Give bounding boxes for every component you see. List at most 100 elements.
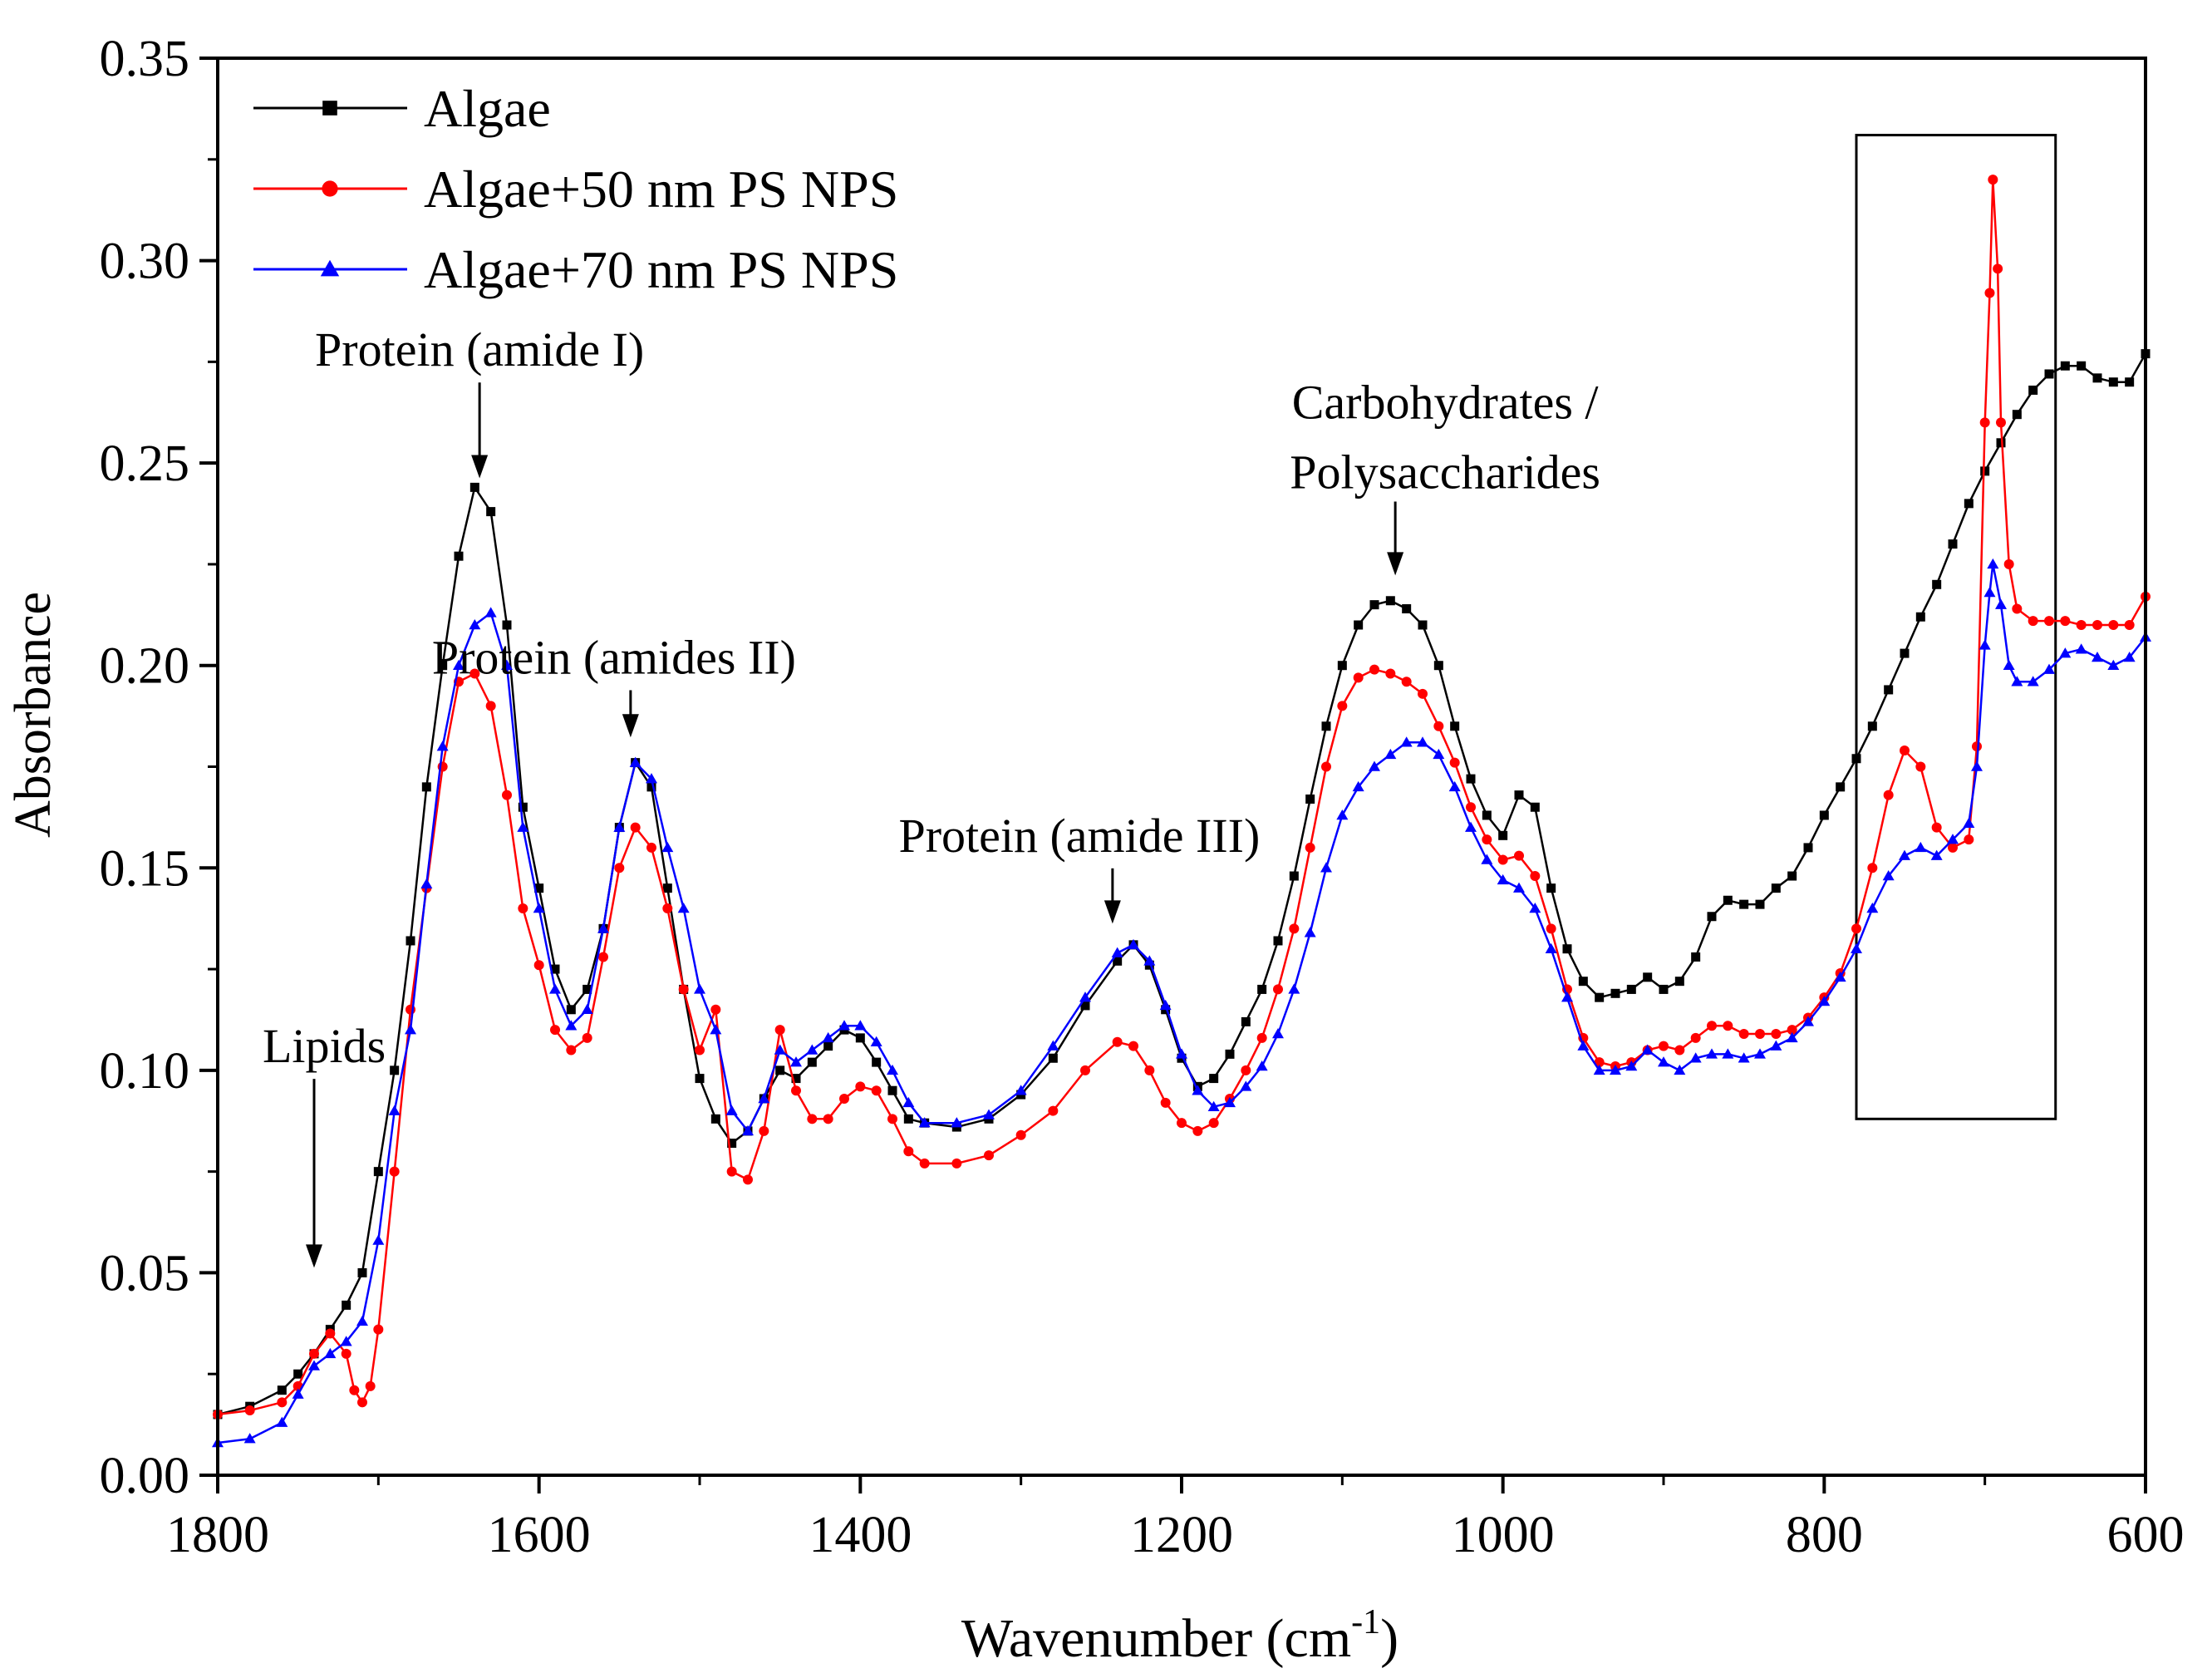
data-point xyxy=(951,1117,963,1128)
data-point xyxy=(373,1167,383,1177)
data-point xyxy=(582,984,592,994)
data-point xyxy=(1402,604,1412,614)
data-point xyxy=(1256,1032,1267,1043)
data-point xyxy=(2092,620,2102,630)
data-point xyxy=(1996,438,2006,448)
legend-entry-2: Algae+50 nm PS NPS xyxy=(253,160,898,219)
annotation-arrow-head xyxy=(471,455,489,479)
data-point xyxy=(502,790,512,800)
data-point xyxy=(469,482,479,492)
data-point xyxy=(1401,677,1412,687)
data-point xyxy=(1691,952,1701,962)
data-point xyxy=(1513,882,1525,893)
data-point xyxy=(549,983,561,994)
data-point xyxy=(1385,596,1395,606)
data-point xyxy=(1770,1040,1782,1051)
data-point xyxy=(918,1117,931,1128)
data-point xyxy=(485,701,496,711)
data-point xyxy=(566,1045,577,1056)
data-point xyxy=(630,822,641,833)
data-point xyxy=(2123,651,2136,662)
annotation-label: Polysaccharides xyxy=(1290,445,1600,499)
x-tick-label: 1400 xyxy=(809,1507,912,1563)
data-point xyxy=(1209,1074,1219,1084)
data-point xyxy=(887,1085,897,1095)
data-point xyxy=(629,756,641,767)
data-point xyxy=(1192,1125,1203,1136)
data-point xyxy=(1530,802,1540,812)
data-point xyxy=(2003,559,2014,569)
annotation-label: Carbohydrates / xyxy=(1292,376,1600,430)
data-point xyxy=(774,1025,785,1036)
data-point xyxy=(710,1024,722,1035)
data-point xyxy=(1400,736,1413,747)
data-point xyxy=(1915,761,1926,772)
data-point xyxy=(1240,1080,1252,1091)
highlight-box-layer xyxy=(1855,134,2057,1120)
data-point xyxy=(1836,782,1846,792)
data-point xyxy=(502,620,512,630)
y-tick-label: 0.35 xyxy=(100,31,190,87)
data-point xyxy=(349,1385,360,1395)
data-point xyxy=(501,659,513,670)
data-point xyxy=(1208,1118,1219,1129)
data-point xyxy=(356,1315,368,1326)
annotation-4: Protein (amide III) xyxy=(898,809,1260,924)
legend-swatch-marker xyxy=(322,101,337,116)
data-point xyxy=(341,1348,351,1359)
data-point xyxy=(1321,721,1331,731)
data-point xyxy=(2059,647,2072,658)
data-point xyxy=(1979,639,1991,650)
data-point xyxy=(1900,648,1910,658)
data-point xyxy=(1113,956,1123,966)
data-point xyxy=(807,1057,817,1067)
data-point xyxy=(1851,942,1862,953)
data-point xyxy=(1738,1052,1750,1063)
data-point xyxy=(293,1369,303,1379)
data-point xyxy=(1433,721,1444,731)
data-point xyxy=(357,1397,367,1408)
data-point xyxy=(1450,721,1460,731)
data-point xyxy=(2044,369,2054,379)
data-point xyxy=(823,1041,833,1051)
data-point xyxy=(1659,984,1669,994)
data-point xyxy=(1305,794,1315,804)
data-point xyxy=(1706,1048,1718,1059)
data-point xyxy=(1241,1016,1251,1026)
data-point xyxy=(1289,871,1299,881)
data-point xyxy=(1256,1060,1268,1071)
data-point xyxy=(1465,821,1477,832)
data-point xyxy=(984,1150,994,1161)
data-point xyxy=(518,802,528,812)
data-point xyxy=(1448,780,1461,792)
data-point xyxy=(565,1020,578,1031)
data-point xyxy=(903,1114,913,1124)
data-point xyxy=(1803,843,1813,853)
data-point xyxy=(1625,1060,1638,1071)
data-point xyxy=(1947,834,1959,844)
data-point xyxy=(727,1139,737,1149)
data-point xyxy=(1273,936,1283,946)
data-point xyxy=(1321,761,1331,772)
data-point xyxy=(486,507,496,517)
series-layer xyxy=(212,175,2151,1448)
data-point xyxy=(1320,862,1332,873)
data-point xyxy=(902,1096,915,1108)
data-point xyxy=(1225,1049,1235,1059)
data-point xyxy=(1304,927,1316,937)
annotation-label: Lipids xyxy=(263,1019,386,1073)
data-point xyxy=(1707,912,1717,922)
data-point xyxy=(2077,361,2087,371)
y-tick-label: 0.05 xyxy=(100,1245,190,1302)
data-point xyxy=(2060,361,2070,371)
data-point xyxy=(2092,651,2103,662)
data-point xyxy=(1979,417,1990,428)
data-point xyxy=(1932,579,1942,589)
data-point xyxy=(340,1336,352,1346)
data-point xyxy=(1177,1118,1187,1129)
data-point xyxy=(725,1105,738,1115)
data-point xyxy=(1610,1064,1621,1075)
data-point xyxy=(1369,760,1380,771)
data-point xyxy=(855,1081,866,1092)
data-point xyxy=(550,964,560,974)
